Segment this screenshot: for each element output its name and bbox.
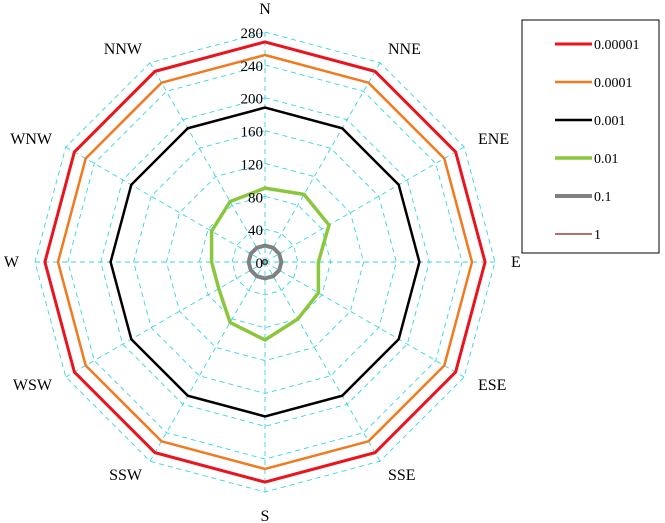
radial-tick-label: 40 [248, 223, 263, 239]
grid-spoke [149, 62, 266, 263]
legend: 0.00001 0.0001 0.001 0.01 0.1 1 [521, 19, 660, 254]
radial-tick-label: 160 [241, 125, 264, 141]
direction-label-n: N [259, 1, 271, 18]
direction-label-sse: SSE [388, 467, 416, 484]
legend-label-1: 1 [594, 228, 601, 243]
radial-tick-label: 0 [256, 256, 264, 272]
legend-label-0.00001: 0.00001 [594, 38, 640, 53]
radial-tick-label: 200 [241, 92, 264, 108]
legend-label-0.1: 0.1 [594, 190, 612, 205]
legend-label-0.001: 0.001 [594, 114, 626, 129]
grid-spoke [264, 261, 465, 378]
legend-box [521, 19, 660, 254]
grid-spoke [264, 261, 381, 462]
grid-ring [133, 130, 397, 394]
grid-spoke [264, 146, 465, 263]
grid-spoke [65, 261, 266, 378]
series-0.1-line [246, 243, 284, 281]
direction-label-ese: ESE [478, 377, 506, 394]
series-1-line [261, 258, 269, 266]
series-0.00001-line [43, 40, 487, 484]
series-0.001-line [109, 106, 421, 418]
radial-tick-label: 80 [248, 190, 263, 206]
direction-label-e: E [511, 254, 521, 271]
grid-ring [165, 162, 365, 362]
direction-labels: N NNE ENE E ESE SSE S SSW WSW W WNW NNW [4, 1, 521, 523]
grid-ring [231, 228, 299, 296]
radial-tick-labels: 0 40 80 120 160 200 240 280 [241, 26, 264, 272]
radial-tick-label: 240 [241, 59, 264, 75]
grid-ring [67, 64, 463, 460]
radial-tick-label: 120 [241, 157, 264, 173]
direction-label-nne: NNE [388, 41, 421, 58]
direction-label-wsw: WSW [13, 377, 53, 394]
direction-label-nnw: NNW [104, 41, 143, 58]
legend-label-0.01: 0.01 [594, 152, 619, 167]
direction-label-ene: ENE [478, 131, 509, 148]
direction-label-s: S [261, 508, 270, 523]
grid-spoke [264, 62, 381, 263]
direction-label-ssw: SSW [109, 467, 143, 484]
grid-spoke [149, 261, 266, 462]
series-0.01-line [209, 186, 331, 343]
radar-series [43, 40, 487, 484]
radial-tick-label: 280 [241, 26, 264, 42]
grid-spoke [65, 146, 266, 263]
direction-label-w: W [4, 254, 20, 271]
direction-label-wnw: WNW [10, 131, 53, 148]
radar-grid [34, 31, 496, 493]
series-0.0001-line [56, 53, 474, 471]
legend-label-0.0001: 0.0001 [594, 76, 633, 91]
